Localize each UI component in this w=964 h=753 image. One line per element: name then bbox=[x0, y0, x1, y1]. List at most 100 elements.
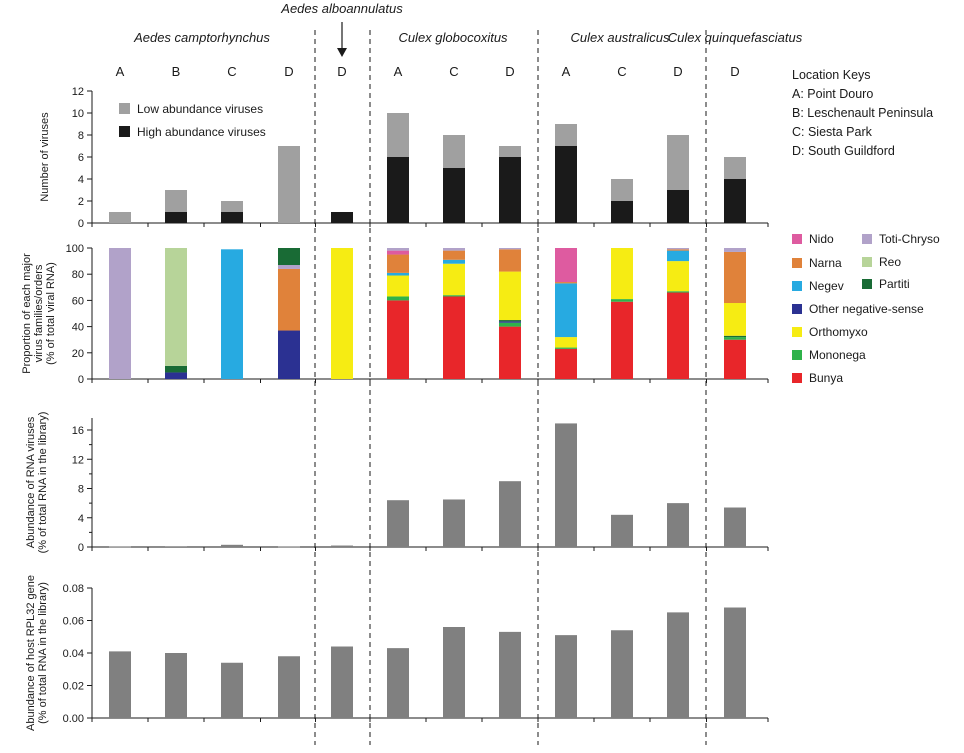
bar-segment bbox=[387, 248, 409, 251]
bar bbox=[331, 545, 353, 547]
family-label: Partiti bbox=[879, 277, 910, 291]
bar bbox=[278, 656, 300, 718]
bar bbox=[724, 607, 746, 718]
bar-segment bbox=[443, 168, 465, 223]
family-legend: Nido Narna Negev Other negative-sense Orthom… bbox=[792, 232, 940, 385]
bar bbox=[165, 546, 187, 547]
bar bbox=[387, 500, 409, 547]
bar-segment bbox=[443, 250, 465, 260]
bar-segment bbox=[387, 113, 409, 157]
panel-3: 0 4 8 12 16 Abundance of RNA viruses (% of tot… bbox=[25, 412, 769, 554]
y-tick-label: 20 bbox=[72, 348, 84, 360]
bar-segment bbox=[667, 250, 689, 262]
bar-segment bbox=[667, 135, 689, 190]
bar-segment bbox=[499, 326, 521, 379]
location-letter: C bbox=[227, 64, 236, 79]
bar-segment bbox=[499, 271, 521, 321]
family-swatch bbox=[792, 373, 802, 383]
family-swatch bbox=[862, 257, 872, 267]
location-keys: Location Keys A: Point Douro B: Leschenaul… bbox=[792, 68, 933, 158]
bar-segment bbox=[221, 249, 243, 379]
y-axis-label: Number of viruses bbox=[39, 112, 51, 202]
bar-segment bbox=[724, 179, 746, 223]
location-letter: C bbox=[617, 64, 626, 79]
bar bbox=[555, 423, 577, 547]
bar-segment bbox=[667, 261, 689, 292]
bar-segment bbox=[555, 282, 577, 284]
bar-segment bbox=[611, 179, 633, 201]
bar-segment bbox=[555, 124, 577, 146]
legend-label-low: Low abundance viruses bbox=[137, 102, 263, 116]
y-axis-label: Abundance of host RPL32 gene bbox=[25, 575, 37, 731]
bar-segment bbox=[109, 248, 131, 379]
location-key-item: A: Point Douro bbox=[792, 87, 873, 101]
bar-segment bbox=[724, 157, 746, 179]
bar-segment bbox=[278, 146, 300, 223]
panel-4: 0.00 0.02 0.04 0.06 0.08 Abundance of host RP… bbox=[25, 575, 769, 731]
bar-segment bbox=[499, 320, 521, 322]
y-tick-label: 4 bbox=[78, 174, 84, 186]
location-key-item: B: Leschenault Peninsula bbox=[792, 106, 933, 120]
bar-segment bbox=[555, 248, 577, 283]
species-label: Culex globocoxitus bbox=[398, 30, 508, 45]
bar-segment bbox=[724, 248, 746, 252]
y-tick-label: 40 bbox=[72, 322, 84, 334]
bar-segment bbox=[387, 157, 409, 223]
y-tick-label: 12 bbox=[72, 454, 84, 466]
bar-segment bbox=[443, 295, 465, 297]
y-tick-label: 16 bbox=[72, 425, 84, 437]
bar-segment bbox=[387, 300, 409, 379]
bar-segment bbox=[387, 254, 409, 273]
bar-segment bbox=[165, 372, 187, 379]
y-tick-label: 60 bbox=[72, 295, 84, 307]
y-tick-label: 100 bbox=[66, 243, 84, 255]
y-tick-label: 8 bbox=[78, 484, 84, 496]
family-swatch bbox=[862, 279, 872, 289]
bar-segment bbox=[165, 365, 187, 373]
bar-segment bbox=[165, 190, 187, 212]
family-label: Narna bbox=[809, 256, 842, 270]
bar-segment bbox=[555, 337, 577, 348]
bar-segment bbox=[221, 201, 243, 212]
location-letter: B bbox=[172, 64, 181, 79]
y-tick-label: 2 bbox=[78, 196, 84, 208]
location-letter: A bbox=[116, 64, 125, 79]
bar-segment bbox=[611, 299, 633, 302]
species-label: Culex quinquefasciatus bbox=[668, 30, 803, 45]
legend-label-high: High abundance viruses bbox=[137, 125, 266, 139]
family-label: Nido bbox=[809, 232, 834, 246]
species-label: Culex australicus bbox=[571, 30, 670, 45]
bar bbox=[667, 612, 689, 718]
bar-segment bbox=[443, 296, 465, 379]
bar bbox=[667, 503, 689, 547]
bar-segment bbox=[443, 263, 465, 296]
bar-segment bbox=[667, 292, 689, 379]
y-tick-label: 0.04 bbox=[63, 648, 84, 660]
bar-segment bbox=[499, 146, 521, 157]
bar-segment bbox=[278, 265, 300, 269]
bar bbox=[499, 481, 521, 547]
bar bbox=[221, 662, 243, 718]
bar-segment bbox=[667, 248, 689, 250]
bar-segment bbox=[667, 291, 689, 293]
y-tick-label: 0 bbox=[78, 374, 84, 386]
bar-segment bbox=[387, 296, 409, 301]
family-label: Negev bbox=[809, 279, 844, 293]
location-key-item: C: Siesta Park bbox=[792, 125, 873, 139]
y-axis-label: Proportion of each major bbox=[21, 253, 33, 374]
species-label: Aedes alboannulatus bbox=[280, 1, 403, 16]
bar bbox=[387, 648, 409, 718]
bar-segment bbox=[387, 275, 409, 297]
family-label: Bunya bbox=[809, 371, 843, 385]
bar-segment bbox=[499, 157, 521, 223]
family-swatch bbox=[792, 258, 802, 268]
y-axis-label: virus families/orders bbox=[33, 264, 45, 362]
bar-segment bbox=[278, 248, 300, 266]
y-tick-label: 6 bbox=[78, 152, 84, 164]
arrow-head-icon bbox=[337, 48, 347, 57]
legend-swatch-low bbox=[119, 103, 130, 114]
bar-segment bbox=[443, 248, 465, 251]
location-letter: C bbox=[449, 64, 458, 79]
y-axis-label: (% of total RNA in the library) bbox=[37, 412, 49, 554]
header: Aedes camptorhynchus Aedes alboannulatus C… bbox=[116, 1, 803, 79]
